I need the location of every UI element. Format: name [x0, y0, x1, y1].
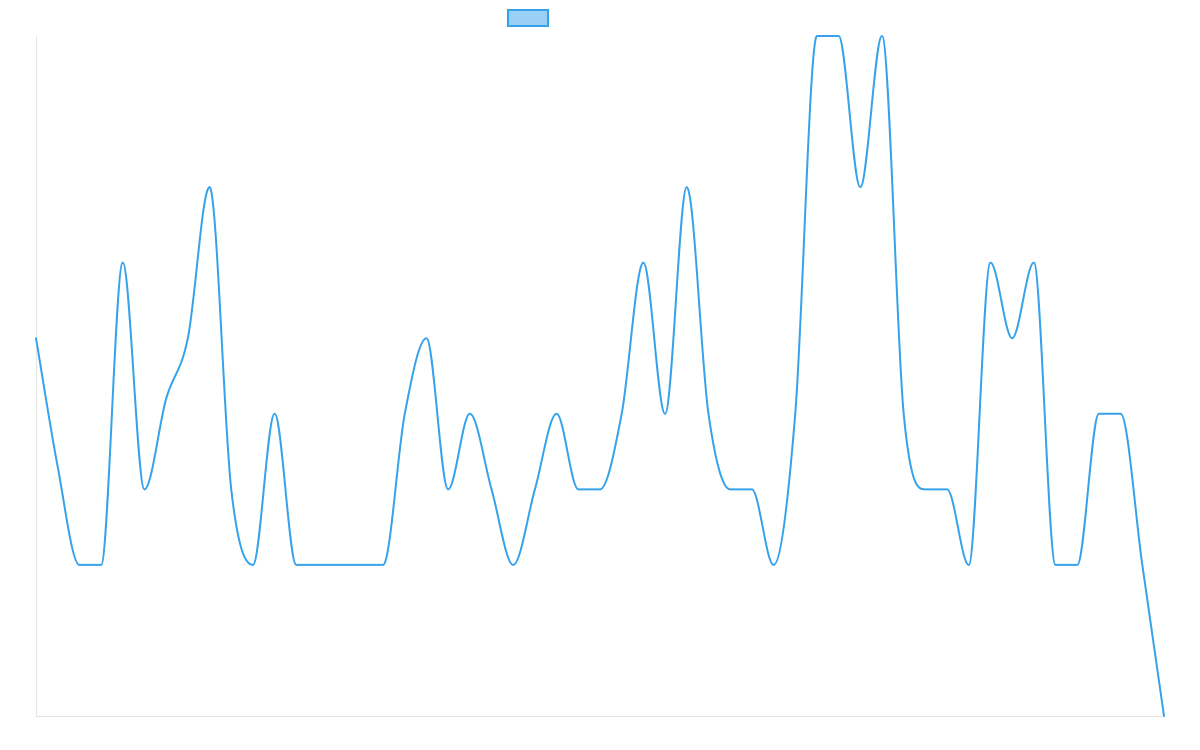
data-point-38[interactable]: [856, 183, 864, 191]
data-point-5[interactable]: [140, 485, 148, 493]
data-point-48[interactable]: [1073, 561, 1081, 569]
data-point-25[interactable]: [574, 485, 582, 493]
data-point-42[interactable]: [943, 485, 951, 493]
data-point-28[interactable]: [639, 259, 647, 267]
data-point-24[interactable]: [553, 410, 561, 418]
data-point-19[interactable]: [444, 485, 452, 493]
data-point-16[interactable]: [379, 561, 387, 569]
data-point-36[interactable]: [813, 32, 821, 40]
data-point-27[interactable]: [618, 410, 626, 418]
data-point-41[interactable]: [921, 485, 929, 493]
data-point-45[interactable]: [1008, 334, 1016, 342]
data-point-51[interactable]: [1138, 561, 1146, 569]
data-point-12[interactable]: [292, 561, 300, 569]
data-point-50[interactable]: [1117, 410, 1125, 418]
data-point-37[interactable]: [835, 32, 843, 40]
data-point-43[interactable]: [965, 561, 973, 569]
data-point-11[interactable]: [271, 410, 279, 418]
legend-swatch[interactable]: [507, 9, 549, 27]
data-point-6[interactable]: [162, 395, 170, 403]
data-point-22[interactable]: [509, 561, 517, 569]
data-point-46[interactable]: [1030, 259, 1038, 267]
data-point-10[interactable]: [249, 561, 257, 569]
data-point-29[interactable]: [661, 410, 669, 418]
data-point-8[interactable]: [206, 183, 214, 191]
data-point-3[interactable]: [97, 561, 105, 569]
data-point-0[interactable]: [32, 334, 40, 342]
data-point-23[interactable]: [531, 485, 539, 493]
data-point-7[interactable]: [184, 334, 192, 342]
data-point-15[interactable]: [357, 561, 365, 569]
data-point-33[interactable]: [748, 485, 756, 493]
series-group: [32, 32, 1168, 720]
legend[interactable]: [507, 9, 549, 27]
data-point-21[interactable]: [488, 485, 496, 493]
data-point-4[interactable]: [119, 259, 127, 267]
data-point-30[interactable]: [683, 183, 691, 191]
data-point-20[interactable]: [466, 410, 474, 418]
data-point-18[interactable]: [422, 334, 430, 342]
data-point-44[interactable]: [986, 259, 994, 267]
data-point-1[interactable]: [54, 463, 62, 471]
series-line-0[interactable]: [35, 35, 1165, 717]
data-point-49[interactable]: [1095, 410, 1103, 418]
data-point-31[interactable]: [704, 410, 712, 418]
data-point-26[interactable]: [596, 485, 604, 493]
data-point-39[interactable]: [878, 32, 886, 40]
data-point-47[interactable]: [1052, 561, 1060, 569]
data-point-2[interactable]: [75, 561, 83, 569]
data-point-35[interactable]: [791, 410, 799, 418]
data-point-9[interactable]: [227, 485, 235, 493]
data-point-34[interactable]: [770, 561, 778, 569]
data-point-32[interactable]: [726, 485, 734, 493]
data-point-40[interactable]: [900, 410, 908, 418]
data-point-14[interactable]: [336, 561, 344, 569]
data-point-52[interactable]: [1160, 712, 1168, 720]
data-point-13[interactable]: [314, 561, 322, 569]
data-point-17[interactable]: [401, 410, 409, 418]
